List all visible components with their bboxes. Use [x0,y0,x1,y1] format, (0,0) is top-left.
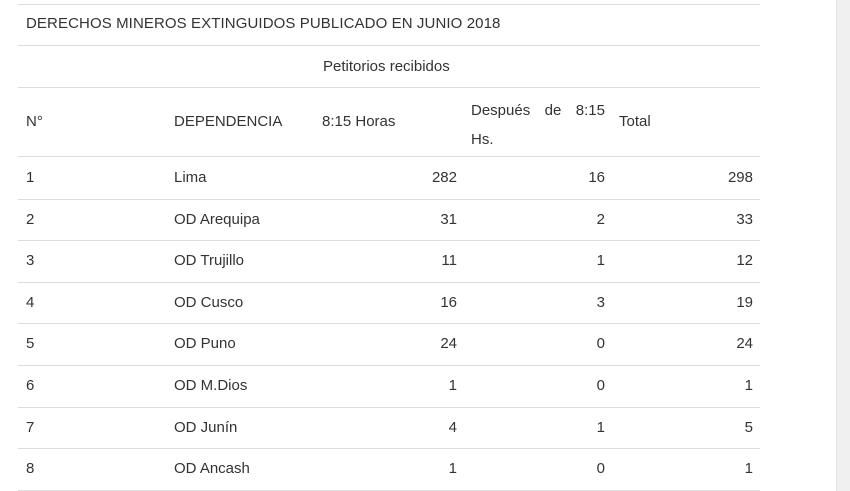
cell-horas: 1 [448,460,457,477]
cell-despues: 0 [596,377,605,394]
cell-horas: 11 [441,252,457,269]
row-divider [18,199,760,200]
table-top-border [18,4,760,5]
cell-despues: 16 [588,169,605,186]
scrollbar[interactable] [836,0,850,491]
cell-dependencia: OD Junín [174,419,238,436]
cell-num: 3 [26,252,35,269]
cell-num: 8 [26,460,35,477]
subheader-petitorios: Petitorios recibidos [323,58,450,75]
cell-total: 19 [736,294,753,311]
cell-dependencia: OD Puno [174,335,236,352]
cell-horas: 24 [440,335,457,352]
cell-num: 4 [26,294,35,311]
row-divider [18,448,760,449]
cell-total: 298 [727,169,753,186]
cell-total: 33 [736,211,753,228]
cell-dependencia: OD Cusco [174,294,244,311]
cell-despues: 0 [596,460,605,477]
col-header-num: N° [26,113,43,130]
cell-num: 7 [26,419,35,436]
cell-despues: 1 [596,252,605,269]
cell-total: 12 [736,252,753,269]
col-header-despues-line1: Después de 8:15 [471,102,605,119]
subheader-divider [18,87,760,88]
cell-horas: 282 [431,169,457,186]
cell-despues: 3 [596,294,605,311]
cell-despues: 0 [596,335,605,352]
col-header-total: Total [619,113,651,130]
row-divider [18,240,760,241]
cell-dependencia: Lima [174,169,207,186]
cell-horas: 4 [448,419,457,436]
cell-horas: 16 [440,294,457,311]
cell-num: 6 [26,377,35,394]
cell-dependencia: OD Trujillo [174,252,245,269]
cell-total: 1 [744,377,753,394]
cell-dependencia: OD Arequipa [174,211,260,228]
header-divider [18,156,760,157]
cell-despues: 1 [596,419,605,436]
row-divider [18,407,760,408]
cell-num: 2 [26,211,35,228]
cell-despues: 2 [596,211,605,228]
row-divider [18,323,760,324]
cell-total: 5 [744,419,753,436]
col-header-despues: Después de 8:15 Hs. [471,96,605,154]
col-header-despues-line2: Hs. [471,131,494,148]
cell-dependencia: OD M.Dios [174,377,248,394]
col-header-horas: 8:15 Horas [322,113,396,130]
cell-total: 24 [736,335,753,352]
cell-dependencia: OD Ancash [174,460,250,477]
row-divider [18,365,760,366]
row-divider [18,282,760,283]
cell-num: 5 [26,335,35,352]
cell-horas: 31 [440,211,457,228]
cell-num: 1 [26,169,35,186]
cell-total: 1 [744,460,753,477]
col-header-dependencia: DEPENDENCIA [174,113,283,130]
table-title: DERECHOS MINEROS EXTINGUIDOS PUBLICADO E… [26,15,501,32]
title-divider [18,45,760,46]
cell-horas: 1 [448,377,457,394]
